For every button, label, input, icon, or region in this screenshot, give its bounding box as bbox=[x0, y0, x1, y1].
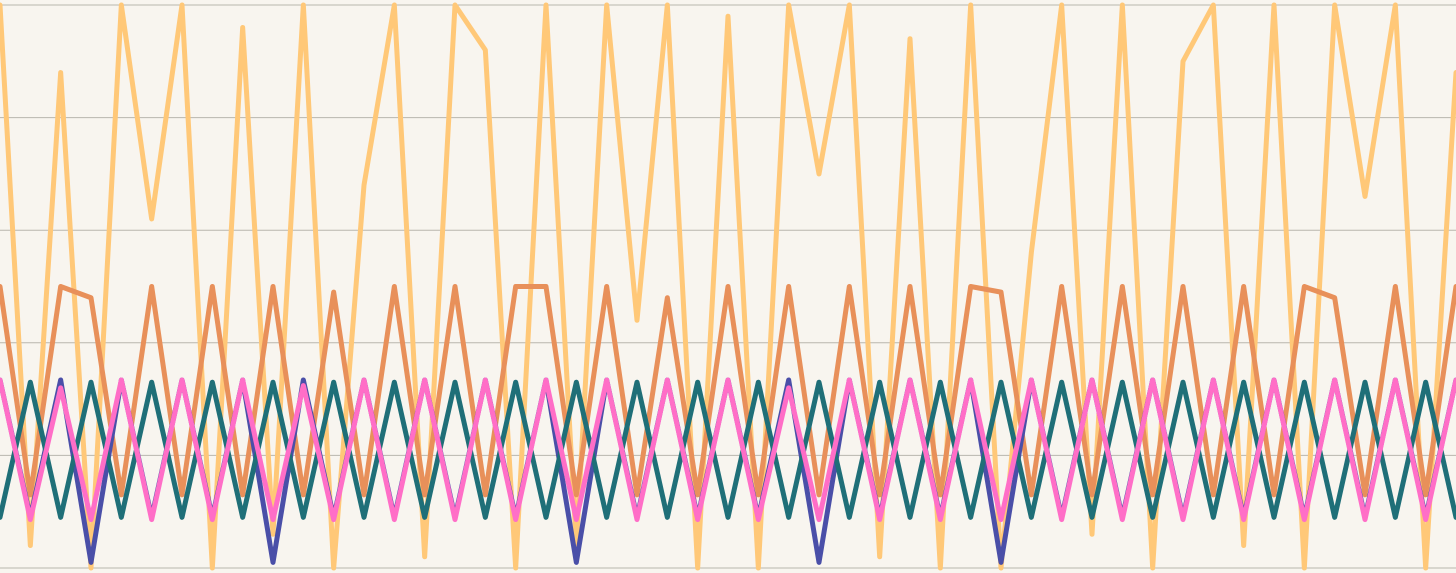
series-line bbox=[0, 284, 1456, 498]
series-line bbox=[0, 379, 1456, 520]
series-line bbox=[0, 377, 1456, 523]
